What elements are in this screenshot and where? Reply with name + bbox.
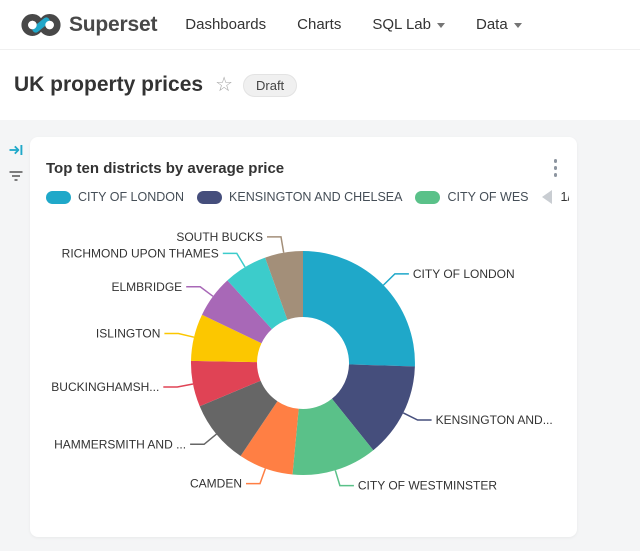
- nav-dashboards[interactable]: Dashboards: [185, 16, 267, 33]
- slice-label: RICHMOND UPON THAMES: [62, 246, 219, 260]
- donut-slice-hammersmith-and-fulham[interactable]: [199, 380, 278, 456]
- chart-legend: CITY OF LONDON KENSINGTON AND CHELSEA CI…: [46, 189, 569, 205]
- slice-label: BUCKINGHAMSH...: [51, 380, 159, 394]
- donut-slice-buckinghamshire[interactable]: [190, 360, 261, 407]
- donut-slice-camden[interactable]: [240, 401, 299, 475]
- top-navbar: Superset Dashboards Charts SQL Lab Data: [0, 0, 640, 50]
- legend-item-city-of-westminster[interactable]: CITY OF WES: [415, 190, 529, 204]
- slice-label: SOUTH BUCKS: [176, 230, 263, 244]
- legend-prev-icon[interactable]: [541, 190, 552, 204]
- superset-logo[interactable]: Superset: [20, 10, 157, 40]
- collapsed-filter-bar: [8, 142, 24, 183]
- slice-label: KENSINGTON AND...: [436, 413, 553, 427]
- filter-icon[interactable]: [9, 169, 23, 183]
- dashboard-header: UK property prices ☆ Draft: [0, 50, 640, 120]
- slice-label: CITY OF WESTMINSTER: [358, 479, 497, 493]
- donut-slice-elmbridge[interactable]: [202, 280, 272, 344]
- slice-label: CITY OF LONDON: [413, 267, 515, 281]
- legend-swatch: [46, 190, 71, 204]
- chart-card: Top ten districts by average price CITY …: [30, 137, 577, 537]
- caret-down-icon: [513, 23, 522, 28]
- draft-status-badge: Draft: [243, 73, 298, 97]
- dashboard-canvas: Top ten districts by average price CITY …: [0, 120, 640, 551]
- slice-label-line: [402, 412, 432, 421]
- slice-label-line: [382, 273, 409, 286]
- slice-label-line: [186, 286, 214, 297]
- nav-data[interactable]: Data: [476, 16, 522, 33]
- donut-slice-richmond-upon-thames[interactable]: [227, 257, 288, 330]
- dashboard-title: UK property prices: [14, 73, 204, 96]
- chart-card-header: Top ten districts by average price: [30, 137, 577, 183]
- slice-label: HAMMERSMITH AND ...: [54, 437, 186, 451]
- main-nav: Dashboards Charts SQL Lab Data: [185, 16, 522, 33]
- slice-label: CAMDEN: [190, 477, 242, 491]
- slice-label-line: [222, 252, 246, 268]
- slice-label: ISLINGTON: [96, 327, 160, 341]
- donut-slice-city-of-westminster[interactable]: [292, 398, 374, 475]
- legend-label: KENSINGTON AND CHELSEA: [229, 190, 403, 204]
- nav-sql-lab[interactable]: SQL Lab: [372, 16, 445, 33]
- superset-logo-icon: [20, 10, 62, 40]
- legend-swatch: [197, 190, 223, 204]
- chart-menu-kebab-icon[interactable]: [548, 154, 564, 182]
- slice-label-line: [267, 236, 285, 253]
- caret-down-icon: [437, 23, 445, 28]
- legend-swatch: [415, 190, 441, 204]
- donut-slice-south-bucks[interactable]: [265, 251, 303, 320]
- donut-slice-kensington-and-chelsea[interactable]: [331, 364, 415, 451]
- legend-page-indicator: 1/5: [560, 190, 570, 204]
- brand-name: Superset: [69, 12, 158, 36]
- chart-title: Top ten districts by average price: [46, 159, 285, 177]
- nav-charts[interactable]: Charts: [297, 16, 342, 33]
- legend-label: CITY OF LONDON: [78, 190, 185, 204]
- slice-label-line: [190, 433, 217, 446]
- legend-item-city-of-london[interactable]: CITY OF LONDON: [46, 190, 184, 204]
- slice-label-line: [246, 468, 267, 485]
- legend-item-kensington-and-chelsea[interactable]: KENSINGTON AND CHELSEA: [197, 190, 402, 204]
- donut-slice-city-of-london[interactable]: [303, 251, 415, 367]
- legend-label: CITY OF WES: [447, 190, 529, 204]
- slice-label-line: [164, 332, 195, 338]
- legend-pager: 1/5: [541, 190, 570, 204]
- donut-chart: CITY OF LONDON KENSINGTON AND... CITY OF W…: [51, 230, 553, 493]
- slice-label: ELMBRIDGE: [112, 280, 183, 294]
- nav-sql-lab-label: SQL Lab: [372, 16, 431, 33]
- slice-label-line: [163, 383, 194, 388]
- donut-slice-islington[interactable]: [191, 314, 262, 363]
- expand-filter-bar-icon[interactable]: [8, 142, 24, 158]
- favorite-star-icon[interactable]: ☆: [215, 74, 233, 96]
- slice-label-line: [334, 470, 354, 487]
- nav-data-label: Data: [476, 16, 508, 33]
